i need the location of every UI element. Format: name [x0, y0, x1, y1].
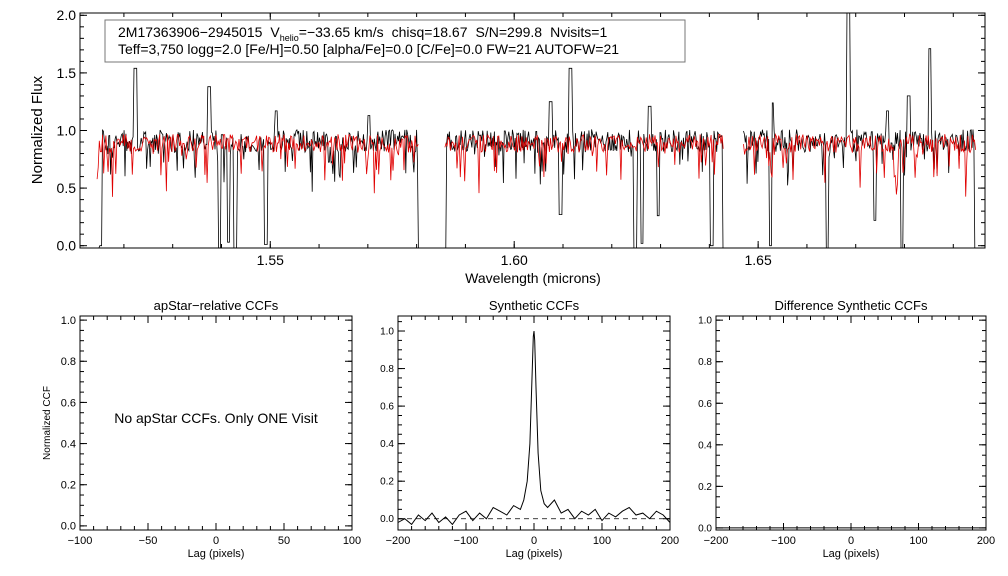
apstar-ticks: −100 −50 0 50 100 0.0 0.2 0.4 0.6 0.8 1.0: [61, 315, 361, 547]
apstar-y-tick-label: 0.6: [61, 397, 76, 409]
synthetic-y-tick-label: 1.0: [380, 327, 394, 338]
synthetic-y-tick-label: 0.6: [380, 402, 394, 413]
difference-y-tick-label: 0.6: [698, 399, 712, 410]
difference-ccf-title: Difference Synthetic CCFs: [775, 298, 928, 313]
difference-y-tick-label: 1.0: [698, 316, 712, 327]
synthetic-y-tick-label: 0.0: [380, 514, 394, 525]
synthetic-y-tick-label: 0.4: [380, 439, 394, 450]
spectrum-info-box: 2M17363906−2945015 Vhelio=−33.65 km/s chis…: [104, 19, 686, 63]
spectrum-ticks: 1.55 1.60 1.65 0.0 0.5 1.0 1.5 2.0: [57, 7, 985, 268]
synthetic-x-tick-label: −200: [386, 535, 411, 547]
synthetic-ticks: −200 −100 0 100 200 0.0 0.2 0.4 0.6 0.8 1.0: [380, 316, 679, 547]
model-spectrum-chip-1: [96, 133, 419, 197]
apstar-y-tick-label: 0.2: [61, 480, 76, 492]
vhelio-subscript: helio: [280, 33, 299, 43]
apstar-no-data-note: No apStar CCFs. Only ONE Visit: [114, 410, 318, 426]
model-spectrum-chip-2: [444, 133, 724, 194]
apstar-y-tick-label: 0.4: [61, 438, 76, 450]
snr-value: S/N=299.8: [476, 24, 543, 40]
synthetic-x-tick-label: −100: [454, 535, 479, 547]
difference-x-tick-label: −100: [771, 535, 796, 547]
difference-x-tick-label: 100: [909, 535, 927, 547]
spectrum-y-tick-label: 0.0: [57, 238, 77, 254]
spectrum-y-tick-label: 2.0: [57, 7, 77, 23]
spectrum-y-tick-label: 1.5: [57, 65, 77, 81]
ccf-panel-synthetic: Synthetic CCFs −200 −100 0 100 200 0.0 0.2 0.4 0…: [380, 298, 679, 560]
spectrum-x-tick-label: 1.55: [257, 252, 284, 268]
spectrum-x-tick-label: 1.60: [501, 252, 528, 268]
apstar-x-tick-label: 0: [213, 535, 219, 547]
difference-x-tick-label: −200: [704, 535, 729, 547]
apstar-ccf-title: apStar−relative CCFs: [154, 298, 279, 313]
synthetic-x-tick-label: 200: [661, 535, 679, 547]
ccf-panel-difference: Difference Synthetic CCFs −200 −100 0 100 20…: [698, 298, 995, 560]
difference-y-tick-label: 0.4: [698, 440, 712, 451]
difference-x-tick-label: 0: [848, 535, 854, 547]
difference-y-tick-label: 0.2: [698, 482, 712, 493]
spectrum-series-group: [96, 13, 976, 248]
spectrum-y-tick-label: 1.0: [57, 122, 77, 138]
info-line-1: 2M17363906−2945015 Vhelio=−33.65 km/s chis…: [118, 24, 607, 43]
synthetic-x-tick-label: 0: [531, 535, 537, 547]
nvisits-value: Nvisits=1: [550, 24, 607, 40]
apstar-x-axis-label: Lag (pixels): [188, 548, 245, 560]
spectrum-y-tick-label: 0.5: [57, 180, 77, 196]
apstar-x-tick-label: −50: [139, 535, 158, 547]
synthetic-ccf-series: [397, 330, 671, 526]
apstar-y-tick-label: 0.8: [61, 356, 76, 368]
apstar-x-tick-label: 100: [343, 535, 361, 547]
ccf-panel-apstar: apStar−relative CCFs −100 −50 0 50 100 0.0 0.2…: [42, 298, 361, 560]
synthetic-ccf-line: [397, 330, 671, 526]
apstar-y-tick-label: 1.0: [61, 315, 76, 327]
synthetic-x-tick-label: 100: [593, 535, 611, 547]
spectrum-x-axis-label: Wavelength (microns): [465, 270, 601, 286]
vhelio-label: V: [270, 24, 280, 40]
synthetic-x-axis-label: Lag (pixels): [506, 548, 563, 560]
synthetic-y-tick-label: 0.8: [380, 364, 394, 375]
spectrum-panel: 1.55 1.60 1.65 0.0 0.5 1.0 1.5 2.0 Wavelength (…: [29, 7, 986, 286]
spectrum-x-tick-label: 1.65: [745, 252, 772, 268]
difference-y-tick-label: 0.0: [698, 523, 712, 534]
synthetic-y-tick-label: 0.2: [380, 477, 394, 488]
observed-spectrum-chip-2: [444, 67, 724, 248]
stellar-parameters: Teff=3,750 logg=2.0 [Fe/H]=0.50 [alpha/F…: [118, 41, 619, 57]
difference-x-tick-label: 200: [977, 535, 995, 547]
difference-x-axis-label: Lag (pixels): [823, 548, 880, 560]
difference-y-tick-label: 0.8: [698, 357, 712, 368]
chisq-value: chisq=18.67: [392, 24, 468, 40]
object-id: 2M17363906−2945015: [118, 24, 263, 40]
ccf-y-axis-label: Normalized CCF: [42, 386, 53, 460]
apstar-y-tick-label: 0.0: [61, 521, 76, 533]
apstar-x-tick-label: −100: [68, 535, 93, 547]
difference-ticks: −200 −100 0 100 200 0.0 0.2 0.4 0.6 0.8 1.0: [698, 316, 995, 547]
model-spectrum-chip-3: [743, 132, 976, 197]
info-box-frame: [104, 19, 686, 63]
apstar-x-tick-label: 50: [278, 535, 290, 547]
spectrum-y-axis-label: Normalized Flux: [29, 75, 46, 184]
synthetic-ccf-title: Synthetic CCFs: [489, 298, 580, 313]
vhelio-value: =−33.65 km/s: [299, 24, 384, 40]
